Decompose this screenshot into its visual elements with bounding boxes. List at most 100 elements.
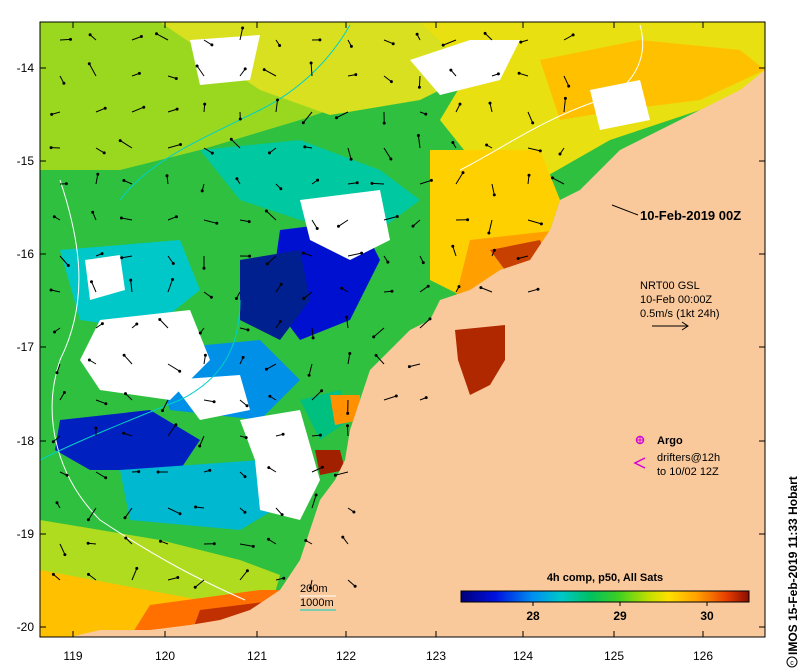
date-label: 10-Feb-2019 00Z — [640, 208, 741, 223]
current-vector-head — [171, 262, 175, 265]
lat-tick-label: -14 — [17, 61, 35, 75]
current-vector-head — [208, 468, 212, 472]
current-vector-head — [55, 371, 59, 375]
argo-label: Argo — [657, 435, 683, 447]
current-vector — [56, 363, 61, 373]
current-vector — [383, 395, 397, 401]
current-vector-head — [538, 149, 542, 153]
vector-scale-label: 0.5m/s (1kt 24h) — [640, 308, 719, 320]
current-vector-head — [311, 336, 315, 340]
current-vector-head — [52, 215, 56, 219]
colorbar-tick-label: 29 — [613, 609, 627, 623]
current-vector-head — [241, 355, 245, 359]
lat-tick-labels: -14 -15 -16 -17 -18 -19 -20 — [17, 61, 35, 634]
current-vector-head — [302, 251, 305, 255]
current-vector-head — [194, 505, 198, 509]
current-vector-head — [278, 320, 282, 323]
current-vector-head — [179, 143, 182, 146]
current-vector-head — [96, 172, 100, 176]
current-vector-head — [424, 112, 428, 116]
current-vector — [412, 219, 421, 227]
current-vector-head — [268, 394, 272, 398]
current-vector — [419, 285, 429, 293]
current-vector-head — [527, 173, 531, 177]
current-vector-head — [248, 254, 252, 258]
current-vector-head — [571, 33, 575, 37]
current-vector — [311, 466, 323, 473]
lat-tick-label: -18 — [17, 434, 35, 448]
current-vector-head — [87, 572, 90, 576]
current-vector-head — [238, 117, 242, 121]
current-vector-head — [345, 315, 349, 319]
current-vector — [308, 363, 313, 376]
current-vector — [518, 255, 529, 259]
lat-tick-label: -20 — [17, 620, 35, 634]
current-vector — [239, 219, 250, 223]
current-vector-head — [63, 553, 67, 557]
current-vector-head — [428, 317, 432, 321]
current-vector-head — [62, 391, 66, 394]
current-vector-head — [122, 431, 126, 435]
current-vector — [123, 354, 133, 365]
current-vector — [167, 424, 177, 437]
current-vector-head — [161, 409, 164, 413]
current-vector-head — [178, 369, 182, 373]
current-vector — [347, 147, 352, 160]
current-vector — [419, 179, 432, 185]
current-vector-head — [175, 107, 179, 111]
current-vector-head — [235, 177, 239, 181]
current-vector-head — [417, 85, 421, 89]
current-vector-head — [309, 61, 313, 65]
current-vector-head — [280, 513, 284, 517]
current-vector — [409, 363, 421, 368]
plot-frame — [39, 21, 766, 638]
lon-tick-label: 123 — [426, 649, 446, 663]
current-vector — [59, 255, 69, 266]
current-vector-head — [90, 280, 93, 284]
lon-tick-label: 120 — [155, 649, 175, 663]
current-vector-head — [441, 43, 445, 47]
current-vector-head — [49, 146, 53, 150]
current-vector — [383, 75, 392, 82]
current-vector-head — [268, 151, 271, 155]
current-vector-head — [91, 210, 95, 214]
current-vector — [371, 182, 385, 185]
current-vector — [419, 318, 431, 329]
current-vector — [417, 135, 421, 149]
current-vector — [383, 216, 398, 221]
current-vector — [375, 355, 385, 365]
current-vector-head — [65, 473, 69, 477]
current-vector-head — [488, 101, 492, 105]
current-vector — [156, 33, 169, 41]
current-vector-head — [315, 227, 319, 230]
current-vector-head — [551, 176, 554, 180]
current-vector-head — [276, 98, 279, 102]
current-vector — [131, 568, 138, 581]
current-vector-head — [483, 31, 487, 35]
current-vector — [167, 279, 173, 293]
current-vector-head — [320, 465, 324, 469]
land-mass — [70, 70, 765, 637]
current-vector — [196, 65, 205, 77]
colorbar-tick-label: 30 — [700, 609, 714, 623]
current-vector-head — [159, 539, 162, 543]
current-vector-head — [118, 139, 122, 143]
current-vector — [484, 33, 493, 41]
current-vector-head — [165, 174, 169, 178]
current-vector-head — [457, 285, 461, 289]
current-vector-head — [137, 71, 141, 75]
current-vector — [167, 363, 180, 372]
lon-tick-label: 125 — [604, 649, 624, 663]
current-vector-head — [449, 68, 453, 72]
current-vector-head — [262, 68, 266, 72]
current-vector — [347, 182, 358, 185]
current-vector-head — [307, 373, 311, 377]
current-vector — [167, 216, 177, 221]
current-vector-head — [372, 335, 376, 339]
current-vector — [59, 543, 66, 555]
current-vector-head — [320, 389, 324, 393]
current-vector-head — [567, 84, 571, 88]
current-vector-head — [64, 182, 68, 186]
current-vector — [95, 399, 107, 405]
current-vector — [91, 281, 97, 293]
